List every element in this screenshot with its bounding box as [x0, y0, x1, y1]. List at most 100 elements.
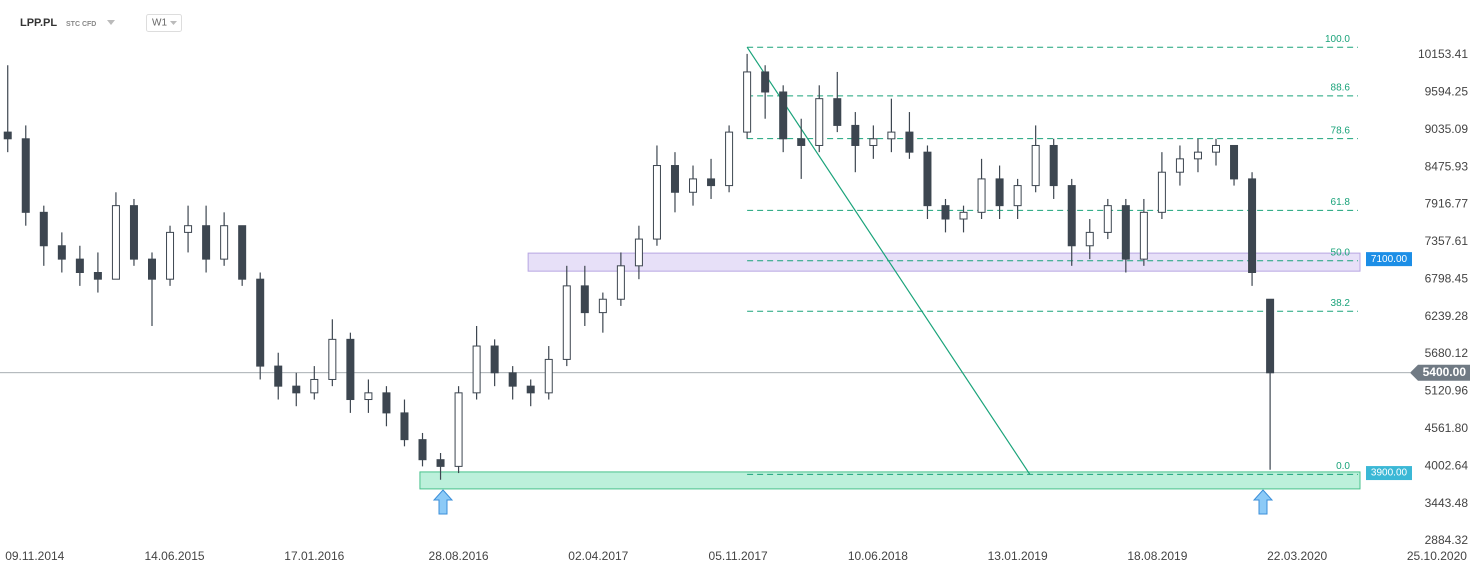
candle-body	[1013, 185, 1022, 207]
fib-level-label: 38.2	[1331, 298, 1351, 309]
candle-body	[310, 378, 319, 394]
candle-body	[436, 459, 445, 467]
price-tag	[1366, 252, 1412, 267]
candle-body	[1049, 144, 1058, 187]
price-tag-label: 7100.00	[1371, 254, 1408, 265]
x-tick-label: 02.04.2017	[568, 549, 628, 563]
candle-body	[256, 278, 265, 367]
candle-body	[364, 392, 373, 401]
dropdown-icon[interactable]	[107, 20, 115, 25]
y-tick-label: 3443.48	[1425, 496, 1469, 510]
candle-body	[797, 138, 806, 146]
candle-body	[21, 138, 30, 213]
candle-body	[220, 225, 229, 260]
candle-body	[670, 165, 679, 193]
candle-body	[977, 178, 986, 213]
candle-body	[202, 225, 211, 260]
candle-body	[472, 345, 481, 394]
x-tick-label: 14.06.2015	[145, 549, 205, 563]
candle-body	[598, 298, 607, 314]
candle-body	[3, 131, 12, 140]
candle-body	[1139, 211, 1148, 260]
candle-body	[129, 205, 138, 260]
candle-body	[238, 225, 247, 280]
y-tick-label: 5120.96	[1425, 384, 1469, 398]
current-price-tag	[1410, 364, 1470, 381]
candle-body	[815, 98, 824, 146]
candle-body	[1212, 144, 1220, 153]
candle-body	[93, 272, 102, 280]
candle-body	[111, 205, 120, 280]
y-tick-label: 5680.12	[1425, 346, 1469, 360]
x-tick-label: 18.08.2019	[1127, 549, 1187, 563]
dropdown-icon	[170, 21, 177, 25]
candle-body	[1248, 178, 1257, 273]
candle-body	[634, 238, 643, 267]
interval-select[interactable]	[146, 14, 182, 32]
x-tick-label: 28.08.2016	[429, 549, 489, 563]
candle-body	[57, 245, 66, 260]
up-arrow	[432, 489, 454, 515]
y-tick-label: 10153.41	[1418, 47, 1468, 61]
y-tick-label: 4561.80	[1425, 421, 1469, 435]
candle-body	[833, 98, 842, 126]
x-tick-label: 09.11.2014	[5, 549, 64, 563]
candle-body	[544, 358, 553, 394]
x-tick-label: 05.11.2017	[709, 549, 768, 563]
candle-body	[526, 385, 535, 394]
candle-body	[616, 265, 625, 300]
candle-body	[743, 71, 752, 133]
zone	[527, 252, 1361, 272]
candle-body	[725, 131, 734, 187]
symbol: LPP.PL	[20, 17, 57, 29]
candle-body	[1031, 144, 1040, 187]
candle-body	[39, 211, 48, 247]
price-tag	[1366, 466, 1412, 481]
x-tick-label: 22.03.2020	[1267, 549, 1327, 563]
candle-body	[184, 225, 193, 233]
candle-body	[959, 211, 968, 220]
candle-body	[1193, 151, 1202, 160]
y-tick-label: 8475.93	[1425, 159, 1469, 173]
plot: 10153.41 9594.25 9035.09 8475.93 7916.77 7357…	[0, 34, 1470, 563]
candle-body	[1067, 185, 1076, 247]
candle-body	[1121, 205, 1130, 260]
y-tick-label: 4002.64	[1425, 458, 1469, 472]
candle-body	[869, 138, 878, 146]
y-tick-label: 7916.77	[1425, 197, 1469, 211]
candle-body	[707, 178, 716, 187]
candle-body	[1157, 171, 1166, 213]
y-tick-label: 6239.28	[1425, 309, 1469, 323]
current-price-label: 5400.00	[1423, 365, 1467, 379]
candle-body	[923, 151, 932, 207]
candle-body	[382, 392, 391, 414]
x-tick-label: 13.01.2019	[988, 549, 1048, 563]
candle-body	[562, 285, 571, 360]
candle-body	[274, 365, 283, 387]
fib-level-label: 100.0	[1325, 34, 1350, 45]
candle-body	[1266, 298, 1275, 374]
candle-body	[689, 178, 698, 193]
interval: W1	[152, 18, 167, 29]
candle-body	[346, 338, 355, 401]
price-tag-label: 3900.00	[1371, 468, 1408, 479]
candle-body	[1175, 158, 1184, 173]
y-tick-label: 6798.45	[1425, 271, 1469, 285]
y-tick-label: 7357.61	[1425, 234, 1469, 248]
candle-body	[1103, 205, 1112, 233]
candle-body	[75, 258, 84, 274]
candle-body	[454, 392, 463, 467]
x-tick-label: 10.06.2018	[848, 549, 908, 563]
fib-level-label: 88.6	[1331, 83, 1351, 94]
candle-body	[400, 412, 409, 441]
fib-level-label: 78.6	[1331, 125, 1351, 136]
candle-body	[490, 345, 499, 374]
candle-body	[328, 338, 337, 380]
zone	[419, 471, 1361, 490]
candle-body	[851, 124, 860, 146]
y-tick-label: 9035.09	[1425, 122, 1469, 136]
up-arrow	[1252, 489, 1274, 515]
y-tick-label: 2884.32	[1425, 533, 1469, 547]
candle-body	[148, 258, 156, 280]
